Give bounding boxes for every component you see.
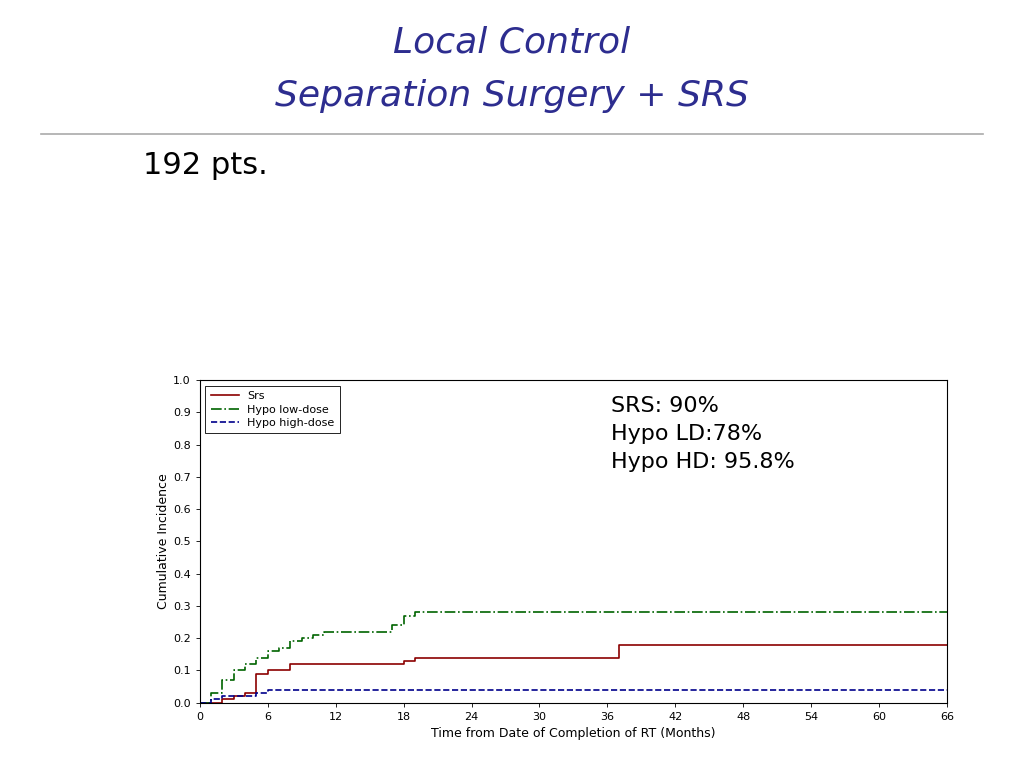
- Srs: [239, 692, 251, 701]
- Hypo low-dose: [272, 644, 285, 653]
- Hypo low-dose: [284, 637, 296, 646]
- Hypo low-dose: [420, 607, 432, 617]
- Srs: [239, 688, 251, 697]
- Line: Srs: Srs: [200, 644, 947, 703]
- Srs: [612, 653, 625, 662]
- Srs: [624, 640, 636, 649]
- Hypo low-dose: [307, 631, 319, 640]
- Legend: Srs, Hypo low-dose, Hypo high-dose: Srs, Hypo low-dose, Hypo high-dose: [205, 386, 340, 433]
- Hypo high-dose: [205, 695, 217, 704]
- Srs: [805, 640, 817, 649]
- Hypo low-dose: [284, 644, 296, 653]
- Hypo high-dose: [250, 688, 262, 697]
- Y-axis label: Cumulative Incidence: Cumulative Incidence: [157, 474, 170, 609]
- Srs: [216, 695, 228, 704]
- Srs: [941, 640, 953, 649]
- Hypo low-dose: [409, 607, 421, 617]
- Hypo high-dose: [194, 698, 206, 707]
- Hypo low-dose: [205, 698, 217, 707]
- Hypo high-dose: [941, 685, 953, 694]
- Srs: [397, 660, 410, 669]
- Hypo low-dose: [250, 653, 262, 662]
- Srs: [409, 656, 421, 665]
- Hypo low-dose: [420, 607, 432, 617]
- Hypo low-dose: [227, 666, 240, 675]
- Hypo low-dose: [397, 611, 410, 621]
- Srs: [227, 692, 240, 701]
- Hypo high-dose: [284, 685, 296, 694]
- Srs: [250, 669, 262, 678]
- Hypo low-dose: [261, 653, 273, 662]
- X-axis label: Time from Date of Completion of RT (Months): Time from Date of Completion of RT (Mont…: [431, 727, 716, 740]
- Hypo low-dose: [409, 611, 421, 621]
- Hypo low-dose: [296, 634, 308, 643]
- Srs: [194, 698, 206, 707]
- Srs: [261, 666, 273, 675]
- Hypo low-dose: [307, 634, 319, 643]
- Srs: [250, 688, 262, 697]
- Srs: [227, 695, 240, 704]
- Hypo low-dose: [250, 660, 262, 669]
- Srs: [397, 656, 410, 665]
- Hypo low-dose: [397, 621, 410, 630]
- Srs: [805, 640, 817, 649]
- Hypo high-dose: [261, 685, 273, 694]
- Text: 192 pts.: 192 pts.: [143, 151, 268, 180]
- Hypo low-dose: [318, 631, 331, 640]
- Text: Local Control: Local Control: [393, 25, 631, 59]
- Hypo high-dose: [250, 692, 262, 701]
- Text: SRS: 90%
Hypo LD:78%
Hypo HD: 95.8%: SRS: 90% Hypo LD:78% Hypo HD: 95.8%: [610, 396, 795, 472]
- Hypo low-dose: [272, 647, 285, 656]
- Line: Hypo high-dose: Hypo high-dose: [200, 690, 947, 703]
- Hypo high-dose: [205, 698, 217, 707]
- Hypo low-dose: [261, 647, 273, 656]
- Hypo low-dose: [239, 666, 251, 675]
- Hypo low-dose: [194, 698, 206, 707]
- Line: Hypo low-dose: Hypo low-dose: [200, 612, 947, 703]
- Hypo low-dose: [216, 688, 228, 697]
- Srs: [409, 653, 421, 662]
- Hypo low-dose: [386, 627, 398, 637]
- Srs: [612, 640, 625, 649]
- Hypo low-dose: [216, 676, 228, 685]
- Hypo high-dose: [272, 685, 285, 694]
- Hypo low-dose: [941, 607, 953, 617]
- Hypo high-dose: [272, 685, 285, 694]
- Text: Separation Surgery + SRS: Separation Surgery + SRS: [275, 79, 749, 113]
- Srs: [261, 669, 273, 678]
- Hypo low-dose: [239, 660, 251, 669]
- Hypo low-dose: [296, 637, 308, 646]
- Hypo high-dose: [216, 695, 228, 704]
- Hypo high-dose: [284, 685, 296, 694]
- Srs: [284, 666, 296, 675]
- Hypo high-dose: [261, 688, 273, 697]
- Srs: [284, 660, 296, 669]
- Hypo low-dose: [318, 627, 331, 637]
- Hypo high-dose: [216, 692, 228, 701]
- Srs: [624, 640, 636, 649]
- Hypo low-dose: [205, 688, 217, 697]
- Hypo low-dose: [386, 621, 398, 630]
- Hypo low-dose: [227, 676, 240, 685]
- Srs: [216, 698, 228, 707]
